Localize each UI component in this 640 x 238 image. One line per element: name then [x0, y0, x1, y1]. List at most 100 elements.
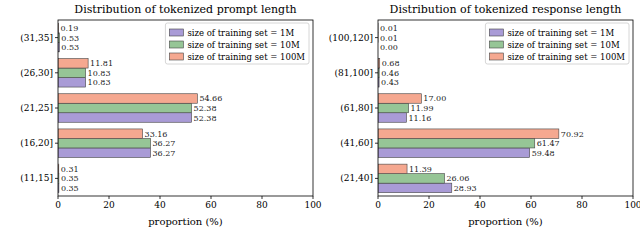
data-label: 0.00 — [380, 43, 398, 52]
legend: size of training set = 1M size of trainin… — [485, 23, 629, 64]
bar — [378, 164, 407, 174]
data-label: 11.39 — [409, 165, 432, 174]
legend-swatch — [489, 29, 503, 36]
x-tick — [429, 196, 430, 199]
data-label: 52.38 — [194, 104, 217, 113]
x-tick-label: 80 — [256, 200, 268, 210]
bar — [378, 113, 406, 123]
data-label: 0.53 — [61, 43, 79, 52]
data-label: 11.81 — [90, 59, 113, 68]
title: Distribution of tokenized prompt length — [74, 3, 296, 16]
legend-swatch — [489, 53, 503, 60]
x-tick — [109, 196, 110, 199]
legend-frame — [165, 23, 309, 64]
y-tick — [55, 143, 58, 144]
legend-swatch — [489, 41, 503, 48]
y-tick-label: (26,30] — [20, 68, 53, 78]
bar — [378, 183, 452, 193]
bar — [378, 94, 421, 104]
data-label: 28.93 — [454, 184, 477, 193]
legend: size of training set = 1M size of trainin… — [165, 23, 309, 64]
legend-swatch — [169, 41, 183, 48]
y-tick-label: (61,80] — [340, 103, 373, 113]
x-tick-label: 20 — [103, 200, 115, 210]
bar — [58, 148, 150, 158]
x-tick-label: 0 — [375, 200, 381, 210]
x-tick-label: 20 — [423, 200, 435, 210]
title: Distribution of tokenized response lengt… — [390, 3, 622, 16]
data-label: 17.00 — [423, 94, 446, 103]
x-tick-label: 0 — [55, 200, 61, 210]
bar — [58, 78, 86, 88]
data-label: 10.83 — [88, 78, 111, 87]
y-tick — [375, 178, 378, 179]
bar — [58, 68, 86, 78]
data-label: 0.53 — [61, 34, 79, 43]
x-axis-label: proportion (%) — [148, 216, 223, 227]
figure: Distribution of tokenized prompt length 0… — [0, 0, 640, 238]
y-tick — [55, 178, 58, 179]
x-tick — [582, 196, 583, 199]
data-label: 0.31 — [61, 165, 79, 174]
bar — [378, 174, 444, 184]
x-tick — [211, 196, 212, 199]
y-tick-label: (31,35] — [20, 33, 53, 43]
bar — [58, 113, 192, 123]
data-label: 11.16 — [408, 114, 431, 123]
panel: Distribution of tokenized prompt length 0… — [20, 3, 322, 227]
y-tick — [55, 72, 58, 73]
x-tick-label: 100 — [624, 200, 640, 210]
y-tick-label: (11,15] — [20, 173, 53, 183]
data-label: 10.83 — [88, 69, 111, 78]
bar — [378, 129, 559, 139]
x-axis-label: proportion (%) — [468, 216, 543, 227]
x-tick — [633, 196, 634, 199]
x-tick — [378, 196, 379, 199]
data-label: 70.92 — [561, 130, 584, 139]
y-tick-label: (16,20] — [20, 138, 53, 148]
legend-label: size of training set = 1M — [507, 28, 614, 38]
x-tick — [313, 196, 314, 199]
y-tick — [375, 108, 378, 109]
legend-label: size of training set = 100M — [187, 52, 305, 62]
x-tick — [262, 196, 263, 199]
x-tick — [160, 196, 161, 199]
x-tick-label: 80 — [576, 200, 588, 210]
data-label: 11.99 — [411, 104, 434, 113]
legend-label: size of training set = 10M — [187, 40, 299, 50]
data-label: 0.35 — [61, 184, 79, 193]
x-tick-label: 60 — [205, 200, 217, 210]
bar — [58, 138, 150, 148]
legend-swatch — [169, 53, 183, 60]
data-label: 59.48 — [532, 149, 555, 158]
x-tick — [531, 196, 532, 199]
legend-label: size of training set = 10M — [507, 40, 619, 50]
bar — [378, 103, 409, 113]
x-tick-label: 60 — [525, 200, 537, 210]
data-label: 36.27 — [152, 149, 175, 158]
y-tick-label: (100,120] — [329, 33, 373, 43]
bar — [58, 59, 88, 69]
y-tick — [375, 37, 378, 38]
panel: Distribution of tokenized response lengt… — [329, 3, 640, 227]
data-label: 0.35 — [61, 174, 79, 183]
bar — [378, 148, 530, 158]
data-label: 0.01 — [380, 34, 398, 43]
data-label: 61.47 — [537, 139, 560, 148]
frame — [58, 20, 313, 196]
bar — [58, 94, 197, 104]
data-label: 0.68 — [382, 59, 400, 68]
x-tick — [480, 196, 481, 199]
data-label: 54.66 — [199, 94, 222, 103]
y-tick — [55, 37, 58, 38]
frame — [378, 20, 633, 196]
legend-swatch — [169, 29, 183, 36]
data-label: 0.19 — [60, 24, 78, 33]
x-tick-label: 40 — [474, 200, 486, 210]
legend-label: size of training set = 100M — [507, 52, 625, 62]
x-tick-label: 40 — [154, 200, 166, 210]
bar — [58, 103, 192, 113]
data-label: 33.16 — [145, 130, 168, 139]
y-tick — [375, 143, 378, 144]
legend-label: size of training set = 1M — [187, 28, 294, 38]
